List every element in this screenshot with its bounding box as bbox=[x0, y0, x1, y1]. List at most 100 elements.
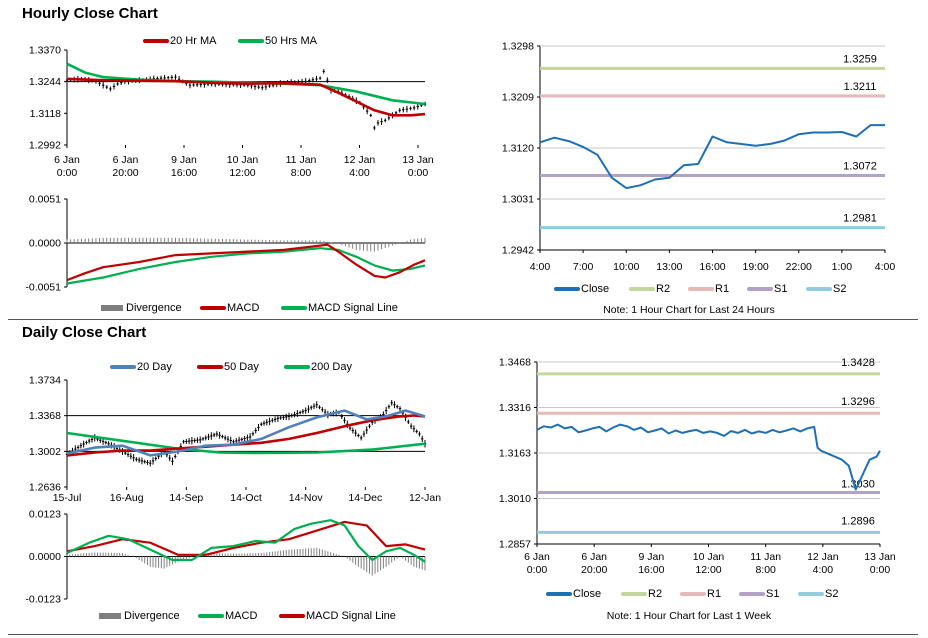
hourly-price-xtick-label-2: 9 Jan bbox=[171, 154, 197, 166]
daily-levels-ytick-label-0: 1.3468 bbox=[499, 357, 531, 369]
hourly-macd-ytick-label-2: -0.0051 bbox=[25, 282, 61, 294]
hourly-levels-legend-label-4: S2 bbox=[833, 283, 846, 295]
daily-section-title: Daily Close Chart bbox=[22, 324, 147, 341]
daily-levels-xtick-label-5: 12 Jan bbox=[807, 551, 839, 563]
daily-levels-ytick-label-2: 1.3163 bbox=[499, 448, 531, 460]
hourly-macd-signal-line bbox=[66, 247, 426, 285]
hourly-macd-legend-label-2: MACD Signal Line bbox=[308, 302, 398, 314]
daily-price-legend-label-2: 200 Day bbox=[311, 361, 352, 373]
daily-levels-note: Note: 1 Hour Chart for Last 1 Week bbox=[607, 610, 772, 622]
daily-levels-legend-label-1: R2 bbox=[648, 588, 662, 600]
hourly-levels-xtick-label-0: 4:00 bbox=[530, 261, 551, 273]
hourly-macd-legend-label-0: Divergence bbox=[126, 302, 182, 314]
daily-levels-xtick-label-2: 9 Jan bbox=[638, 551, 664, 563]
daily-levels-xtick-sublabel-4: 8:00 bbox=[755, 564, 776, 576]
daily-macd-legend-swatch-0 bbox=[99, 613, 121, 619]
hourly-price-xtick-label-1: 6 Jan bbox=[113, 154, 139, 166]
hourly-price-ytick-label-2: 1.3118 bbox=[30, 108, 61, 120]
hourly-levels-legend-label-0: Close bbox=[581, 283, 609, 295]
daily-price-xtick-label-6: 12-Jan bbox=[409, 492, 441, 504]
daily-price-ytick-label-1: 1.3368 bbox=[29, 410, 61, 422]
daily-level-r2-label: 1.3428 bbox=[841, 357, 875, 369]
daily-price-ytick-label-2: 1.3002 bbox=[29, 446, 61, 458]
hourly-level-s1-label: 1.3072 bbox=[843, 161, 877, 173]
bottom-divider bbox=[8, 634, 918, 635]
daily-levels-xtick-sublabel-0: 0:00 bbox=[527, 564, 548, 576]
hourly-level-r2-label: 1.3259 bbox=[843, 53, 877, 65]
daily-levels-xtick-label-4: 11 Jan bbox=[750, 551, 781, 563]
hourly-macd-ytick-label-1: 0.0000 bbox=[29, 238, 61, 250]
hourly-price-xtick-sublabel-6: 0:00 bbox=[408, 167, 429, 179]
hourly-price-legend-label-1: 50 Hrs MA bbox=[265, 35, 318, 47]
daily-levels-xtick-sublabel-1: 20:00 bbox=[581, 564, 607, 576]
daily-price-xtick-label-2: 14-Sep bbox=[169, 492, 203, 504]
hourly-macd-line bbox=[66, 243, 426, 282]
hourly-close-line bbox=[539, 124, 885, 190]
daily-macd-ytick-label-2: -0.0123 bbox=[25, 594, 61, 606]
hourly-price-xtick-sublabel-1: 20:00 bbox=[112, 167, 138, 179]
hourly-price-xtick-label-3: 10 Jan bbox=[227, 154, 259, 166]
daily-close-line bbox=[536, 423, 881, 491]
daily-ma200-line bbox=[66, 431, 426, 455]
hourly-price-xtick-sublabel-3: 12:00 bbox=[229, 167, 255, 179]
hourly-price-ytick-label-3: 1.2992 bbox=[29, 140, 61, 152]
daily-levels-ytick-label-3: 1.3010 bbox=[499, 493, 531, 505]
daily-levels-legend-label-3: S1 bbox=[766, 588, 779, 600]
daily-price-xtick-label-0: 15-Jul bbox=[53, 492, 82, 504]
daily-price-xtick-label-1: 16-Aug bbox=[110, 492, 144, 504]
daily-price-legend-label-0: 20 Day bbox=[137, 361, 172, 373]
daily-level-r1-label: 1.3296 bbox=[841, 396, 875, 408]
hourly-levels-xtick-label-6: 22:00 bbox=[786, 261, 812, 273]
hourly-levels-ytick-label-0: 1.3298 bbox=[502, 41, 534, 53]
hourly-price-xtick-label-5: 12 Jan bbox=[344, 154, 376, 166]
daily-levels-xtick-sublabel-6: 0:00 bbox=[870, 564, 891, 576]
daily-macd-ytick-label-0: 0.0123 bbox=[29, 509, 61, 521]
daily-price-xtick-label-5: 14-Dec bbox=[348, 492, 382, 504]
hourly-price-xtick-sublabel-5: 4:00 bbox=[349, 167, 370, 179]
hourly-levels-xtick-label-4: 16:00 bbox=[699, 261, 725, 273]
daily-price-ytick-label-0: 1.3734 bbox=[29, 375, 61, 387]
hourly-levels-xtick-label-1: 7:00 bbox=[573, 261, 594, 273]
hourly-price-legend-label-0: 20 Hr MA bbox=[170, 35, 217, 47]
hourly-levels-ytick-label-4: 1.2942 bbox=[502, 245, 534, 257]
hourly-price-xtick-sublabel-2: 16:00 bbox=[171, 167, 197, 179]
hourly-levels-xtick-label-8: 4:00 bbox=[875, 261, 896, 273]
section-divider bbox=[8, 319, 918, 320]
hourly-levels-note: Note: 1 Hour Chart for Last 24 Hours bbox=[603, 304, 775, 316]
hourly-level-s2-label: 1.2981 bbox=[843, 213, 877, 225]
daily-levels-ytick-label-1: 1.3316 bbox=[499, 402, 531, 414]
daily-macd-legend-label-0: Divergence bbox=[124, 610, 180, 622]
hourly-levels-ytick-label-3: 1.3031 bbox=[502, 194, 534, 206]
hourly-levels-legend-label-3: S1 bbox=[774, 283, 787, 295]
daily-ma20-line bbox=[66, 409, 426, 457]
daily-level-s2-label: 1.2896 bbox=[841, 515, 875, 527]
daily-macd-legend-label-2: MACD Signal Line bbox=[306, 610, 396, 622]
hourly-macd-legend-label-1: MACD bbox=[227, 302, 259, 314]
hourly-levels-legend-label-1: R2 bbox=[656, 283, 670, 295]
hourly-price-ytick-label-1: 1.3244 bbox=[29, 76, 61, 88]
daily-levels-xtick-sublabel-5: 4:00 bbox=[813, 564, 834, 576]
hourly-level-r1-label: 1.3211 bbox=[844, 81, 877, 93]
daily-levels-xtick-label-1: 6 Jan bbox=[581, 551, 607, 563]
daily-macd-line bbox=[66, 519, 426, 563]
hourly-levels-legend-label-2: R1 bbox=[715, 283, 729, 295]
hourly-price-xtick-label-6: 13 Jan bbox=[402, 154, 434, 166]
hourly-section-title: Hourly Close Chart bbox=[22, 5, 158, 22]
daily-levels-xtick-sublabel-2: 16:00 bbox=[638, 564, 664, 576]
hourly-macd-ytick-label-0: 0.0051 bbox=[29, 194, 61, 206]
hourly-levels-xtick-label-7: 1:00 bbox=[832, 261, 853, 273]
hourly-levels-ytick-label-2: 1.3120 bbox=[502, 143, 534, 155]
hourly-price-ytick-label-0: 1.3370 bbox=[29, 45, 61, 57]
daily-levels-xtick-label-0: 6 Jan bbox=[524, 551, 550, 563]
hourly-price-xtick-label-4: 11 Jan bbox=[286, 154, 317, 166]
daily-price-xtick-label-4: 14-Nov bbox=[289, 492, 324, 504]
daily-levels-ytick-label-4: 1.2857 bbox=[499, 539, 531, 551]
daily-levels-xtick-label-6: 13 Jan bbox=[864, 551, 896, 563]
daily-macd-legend-label-1: MACD bbox=[225, 610, 257, 622]
daily-price-legend-label-1: 50 Day bbox=[224, 361, 259, 373]
hourly-price-xtick-sublabel-0: 0:00 bbox=[57, 167, 78, 179]
hourly-price-xtick-label-0: 6 Jan bbox=[54, 154, 80, 166]
daily-price-xtick-label-3: 14-Oct bbox=[230, 492, 262, 504]
hourly-levels-xtick-label-3: 13:00 bbox=[656, 261, 682, 273]
